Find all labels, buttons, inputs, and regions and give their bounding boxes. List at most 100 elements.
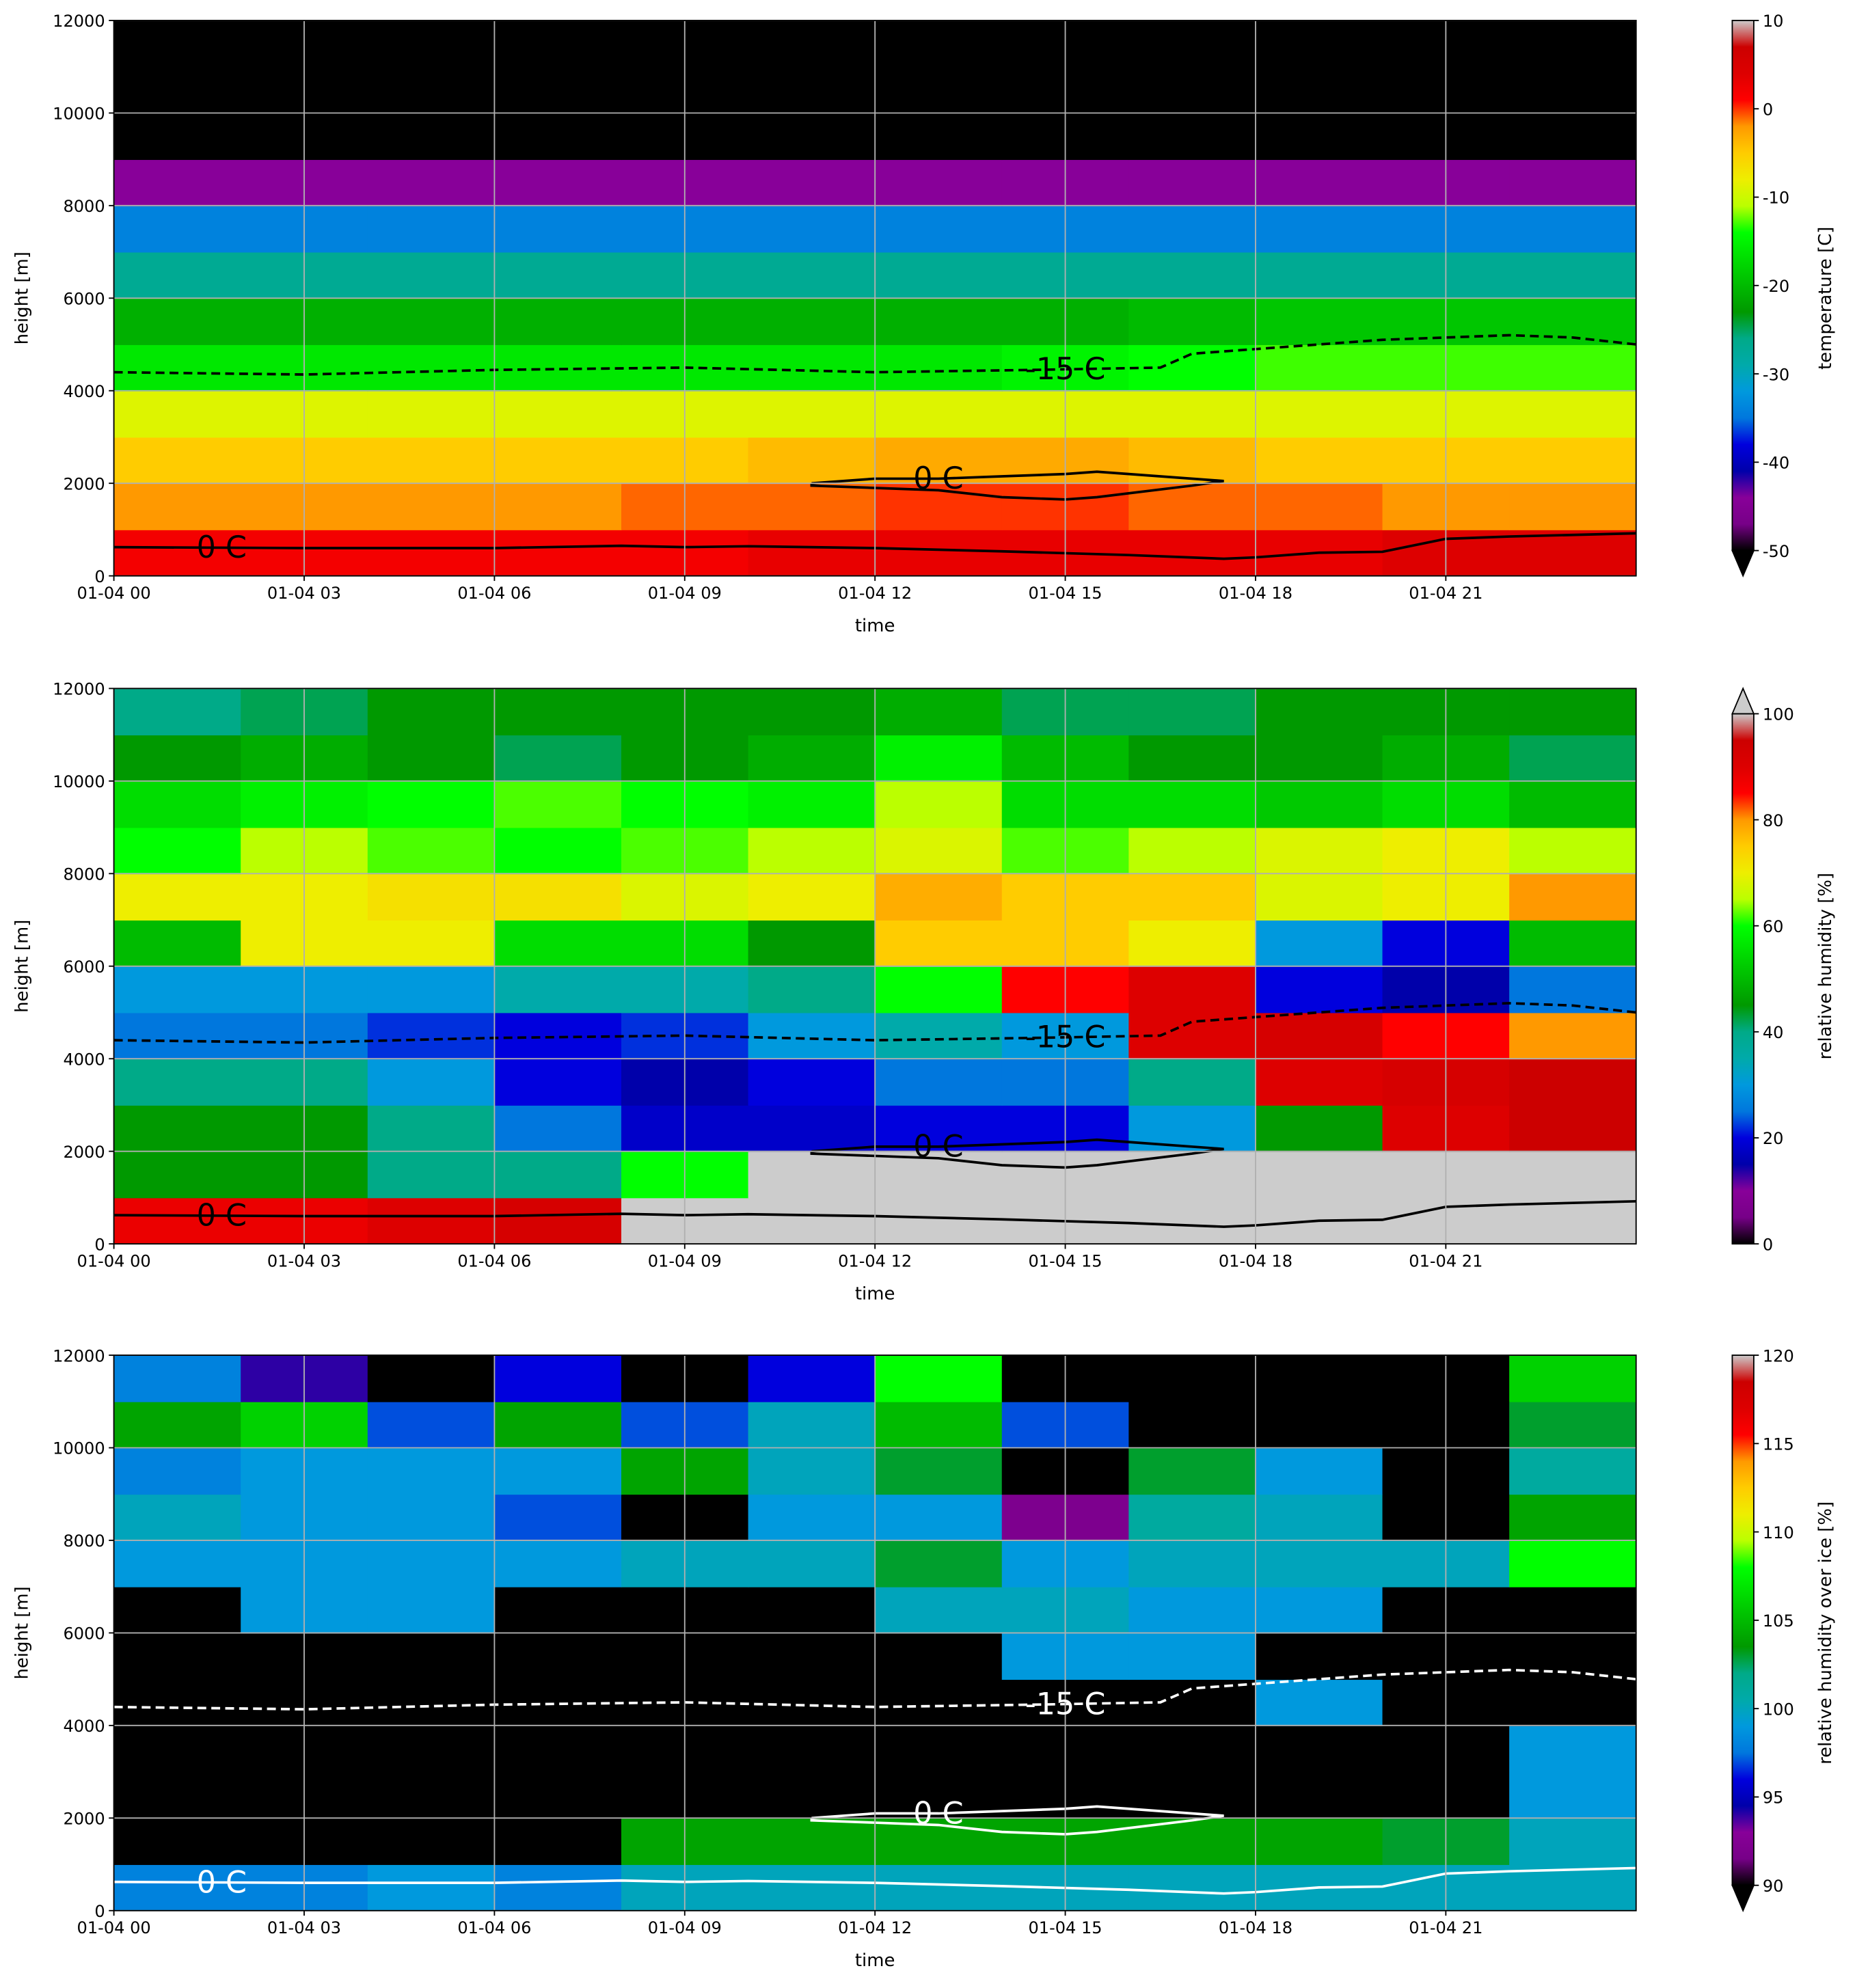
heatmap-cell	[367, 1197, 496, 1244]
x-tick-label: 01-04 21	[1409, 584, 1482, 603]
heatmap-cell	[1128, 437, 1256, 485]
contour-label: -15 C	[1025, 1687, 1106, 1721]
heatmap-cell	[1128, 529, 1256, 576]
heatmap-cell	[748, 1447, 876, 1495]
heatmap-cell	[1255, 113, 1383, 161]
heatmap-cell	[494, 1012, 622, 1060]
heatmap-cell	[367, 735, 496, 782]
heatmap-cell	[1128, 1355, 1256, 1402]
colorbar-label: relative humidity [%]	[1815, 873, 1836, 1059]
heatmap-cell	[494, 688, 622, 736]
panel: 0 C 0 C -15 C 01-04 00 01-04 03 01-04 06 01-04…	[12, 12, 1836, 636]
colorbar-tick-label: 105	[1763, 1611, 1794, 1631]
heatmap-cell	[1128, 688, 1256, 736]
heatmap-cell	[875, 251, 1003, 299]
heatmap-cell	[367, 437, 496, 485]
heatmap-cell	[1509, 529, 1636, 576]
heatmap-cell	[748, 873, 876, 921]
x-tick-label: 01-04 09	[648, 1918, 722, 1937]
heatmap-cell	[748, 1059, 876, 1106]
heatmap-cell	[875, 344, 1003, 392]
heatmap-cell	[1509, 66, 1636, 114]
heatmap-cell	[748, 1633, 876, 1680]
heatmap-cell	[113, 66, 242, 114]
heatmap-cell	[875, 1540, 1003, 1588]
colorbar-tick-label: 10	[1763, 12, 1784, 31]
y-tick-label: 6000	[63, 957, 105, 977]
x-tick-label: 01-04 03	[267, 584, 341, 603]
heatmap-cell	[113, 437, 242, 485]
heatmap-cell	[1255, 1447, 1383, 1495]
heatmap-cell	[494, 1818, 622, 1865]
heatmap-cell	[748, 437, 876, 485]
heatmap-cell	[494, 1771, 622, 1819]
heatmap-cell	[1509, 344, 1636, 392]
heatmap-cell	[1509, 1818, 1636, 1865]
heatmap-cell	[1128, 1447, 1256, 1495]
heatmap-cell	[748, 966, 876, 1013]
heatmap-cell	[113, 1725, 242, 1773]
heatmap-cell	[367, 780, 496, 828]
heatmap-cell	[113, 159, 242, 206]
heatmap-cell	[1509, 1355, 1636, 1402]
heatmap-cell	[1255, 1059, 1383, 1106]
contour-label: 0 C	[197, 1199, 247, 1234]
heatmap-cell	[113, 735, 242, 782]
y-tick-label: 0	[94, 1902, 105, 1921]
heatmap-cell	[1255, 1633, 1383, 1680]
heatmap-cell	[875, 66, 1003, 114]
heatmap-cell	[1128, 873, 1256, 921]
heatmap-cell	[494, 390, 622, 438]
colorbar-tick-label: 40	[1763, 1023, 1784, 1042]
heatmap-cell	[494, 1586, 622, 1634]
heatmap-cell	[367, 920, 496, 967]
heatmap-cell	[875, 1494, 1003, 1541]
heatmap-cell	[494, 483, 622, 530]
colorbar-tick-label: 80	[1763, 811, 1784, 830]
heatmap-cell	[1509, 920, 1636, 967]
heatmap-cell	[748, 1151, 876, 1199]
heatmap-cell	[113, 1151, 242, 1199]
heatmap-cell	[875, 1725, 1003, 1773]
heatmap-cell	[748, 483, 876, 530]
heatmap-cell	[367, 1864, 496, 1911]
y-tick-label: 4000	[63, 1717, 105, 1736]
heatmap-cell	[367, 827, 496, 875]
heatmap-cell	[113, 113, 242, 161]
heatmap-cell	[875, 1447, 1003, 1495]
contour-label: -15 C	[1025, 1020, 1106, 1055]
heatmap-cell	[748, 1864, 876, 1911]
heatmap-cell	[875, 205, 1003, 253]
colorbar-extend	[1731, 1884, 1755, 1913]
heatmap-cell	[494, 20, 622, 68]
heatmap-cell	[113, 20, 242, 68]
heatmap-cell	[875, 1633, 1003, 1680]
heatmap-cell	[1255, 298, 1383, 345]
heatmap-cell	[1509, 205, 1636, 253]
heatmap-cell	[494, 873, 622, 921]
x-tick-label: 01-04 09	[648, 584, 722, 603]
y-tick-label: 12000	[53, 12, 105, 31]
heatmap-cell	[1128, 298, 1256, 345]
heatmap-cell	[113, 1864, 242, 1911]
heatmap-cell	[748, 688, 876, 736]
y-tick-label: 0	[94, 567, 105, 586]
colorbar-tick-label: 100	[1763, 1700, 1794, 1719]
heatmap-cell	[1509, 1197, 1636, 1244]
heatmap-cell	[1509, 1401, 1636, 1449]
heatmap-cell	[1255, 66, 1383, 114]
heatmap-cell	[1255, 251, 1383, 299]
heatmap-cell	[113, 920, 242, 967]
heatmap-cell	[748, 20, 876, 68]
y-tick-label: 0	[94, 1235, 105, 1254]
x-tick-label: 01-04 21	[1409, 1251, 1482, 1270]
x-axis-label: time	[855, 1950, 895, 1971]
heatmap-cell	[748, 1104, 876, 1152]
heatmap-cell	[1128, 920, 1256, 967]
heatmap-cell	[875, 1401, 1003, 1449]
heatmap-cell	[1509, 1864, 1636, 1911]
heatmap-cell	[748, 735, 876, 782]
heatmap-cell	[875, 873, 1003, 921]
y-axis-label: height [m]	[12, 1586, 33, 1679]
